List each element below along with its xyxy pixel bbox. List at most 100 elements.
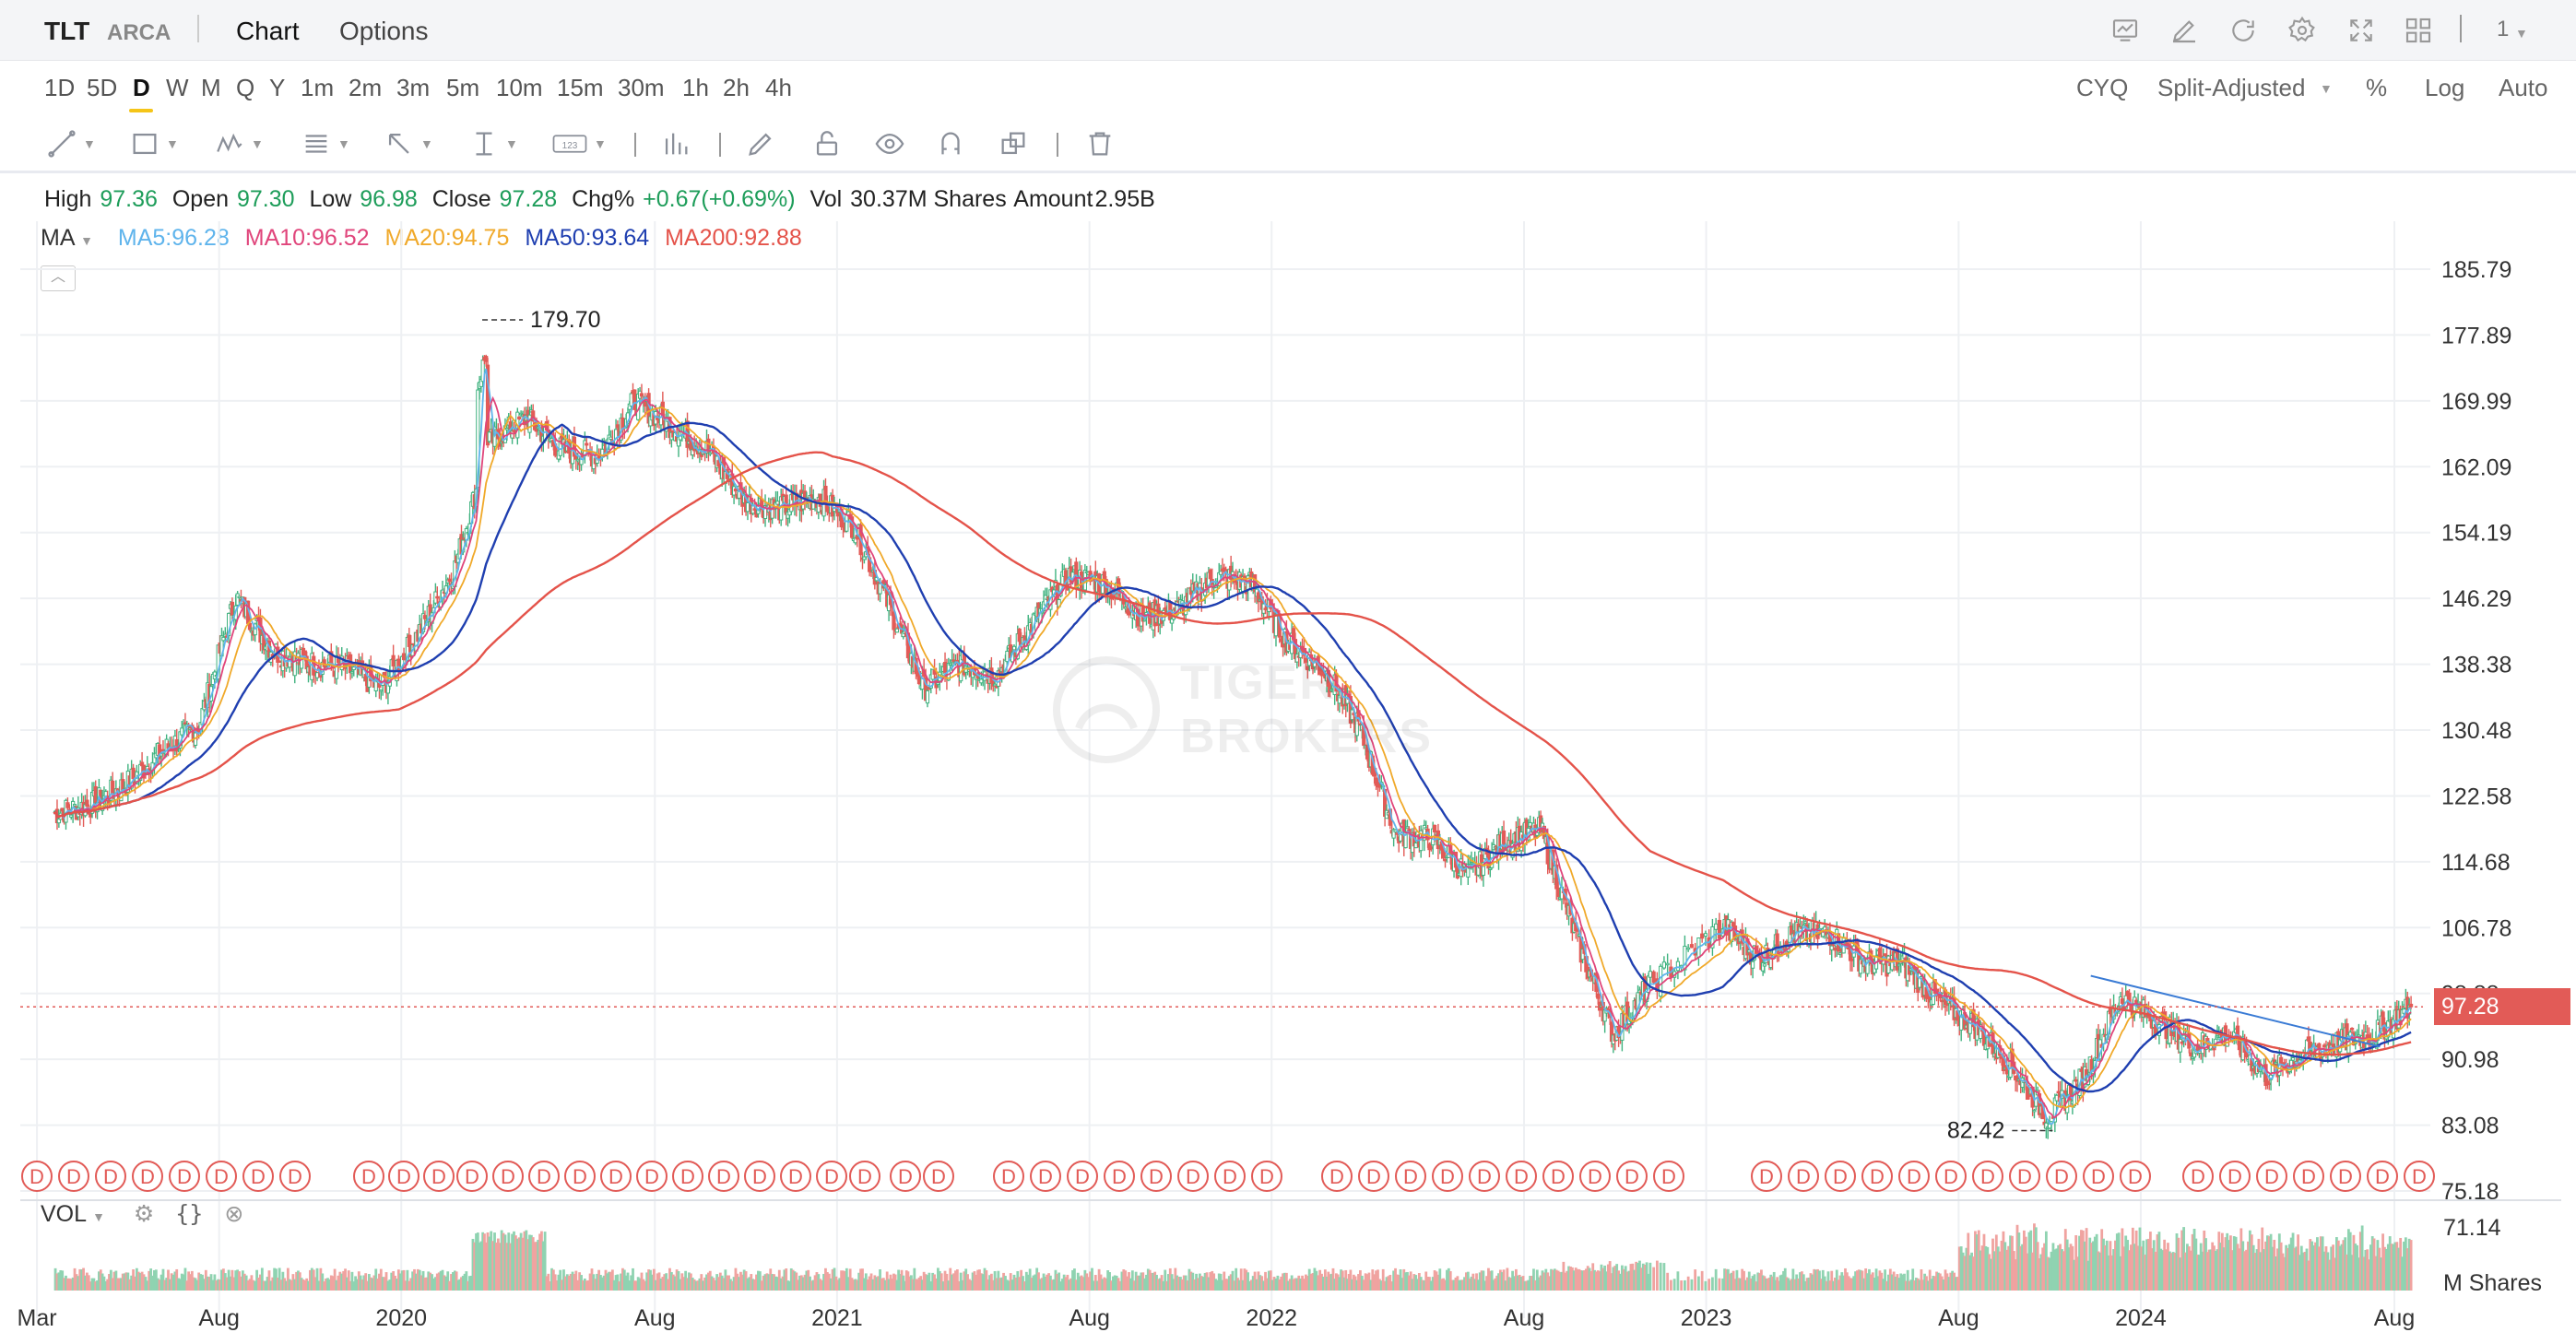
delete-tool[interactable] [1084, 125, 1116, 162]
volume-bar [421, 1270, 425, 1291]
period-1h[interactable]: 1h [682, 74, 709, 101]
volume-bar [562, 1269, 565, 1291]
dividend-marker-label: D [1001, 1165, 1016, 1188]
gear-icon[interactable]: ⚙ [133, 1201, 155, 1227]
period-3m[interactable]: 3m [396, 74, 431, 101]
period-1d[interactable]: 1D [44, 74, 76, 101]
volume-bar [975, 1274, 978, 1291]
volume-bar [1606, 1264, 1610, 1291]
x-tick-label: Aug [1938, 1305, 1979, 1331]
trendline-tool[interactable]: ▼ [46, 125, 96, 162]
volume-bar [2199, 1243, 2203, 1291]
period-2h[interactable]: 2h [723, 74, 750, 101]
volume-bar [988, 1275, 991, 1291]
period-q[interactable]: Q [236, 74, 255, 101]
clone-tool[interactable] [998, 125, 1029, 162]
visibility-tool[interactable] [874, 125, 905, 162]
tab-chart[interactable]: Chart [236, 17, 300, 45]
period-2m[interactable]: 2m [349, 74, 383, 101]
period-m[interactable]: M [201, 74, 221, 101]
chevron-down-icon[interactable]: ▼ [2320, 81, 2333, 96]
volume-bar [898, 1274, 902, 1291]
volume-bar [266, 1277, 269, 1291]
code-icon[interactable]: {} [175, 1200, 204, 1227]
period-y[interactable]: Y [269, 74, 286, 101]
period-15m[interactable]: 15m [557, 74, 604, 101]
price-chart[interactable]: 185.79177.89169.99162.09154.19146.29138.… [0, 175, 2576, 1344]
volume-bar [1050, 1279, 1054, 1291]
volume-bar [2403, 1241, 2405, 1291]
volume-bar [1290, 1275, 1294, 1291]
volume-bar [1272, 1277, 1276, 1291]
pen-tool[interactable] [745, 125, 776, 162]
volume-bar [1468, 1278, 1471, 1291]
indicator-tool[interactable] [660, 125, 691, 162]
chevron-down-icon[interactable]: ▼ [80, 233, 93, 248]
tab-options[interactable]: Options [339, 17, 429, 45]
volume-bar [2241, 1241, 2245, 1291]
volume-bar [1297, 1275, 1301, 1291]
period-5d[interactable]: 5D [87, 74, 118, 101]
volume-bar [1785, 1277, 1789, 1291]
volume-bar [148, 1270, 151, 1291]
volume-bar [2326, 1252, 2330, 1291]
close-icon[interactable]: ⊗ [224, 1201, 244, 1227]
cyq-toggle[interactable]: CYQ [2076, 74, 2129, 101]
volume-bar [312, 1269, 315, 1291]
volume-bar [811, 1279, 815, 1291]
adjust-select[interactable]: Split-Adjusted [2157, 74, 2306, 101]
magnet-tool[interactable] [935, 125, 966, 162]
volume-bar [844, 1270, 846, 1291]
volume-bar [952, 1273, 955, 1291]
text-tool[interactable]: 123 ▼ [551, 125, 607, 162]
layout-count[interactable]: 1 [2497, 17, 2510, 41]
chevron-down-icon[interactable]: ▼ [2515, 26, 2528, 41]
volume-bar [654, 1279, 657, 1291]
arrow-tool[interactable]: ▼ [384, 125, 433, 162]
fullscreen-icon[interactable] [2344, 13, 2379, 48]
lock-tool[interactable] [811, 125, 843, 162]
period-1m[interactable]: 1m [301, 74, 335, 101]
refresh-icon[interactable] [2226, 13, 2261, 48]
volume-bar [1627, 1270, 1631, 1291]
period-30m[interactable]: 30m [618, 74, 665, 101]
period-5m[interactable]: 5m [446, 74, 480, 101]
volume-bar [559, 1269, 562, 1291]
draw-icon[interactable] [2167, 13, 2202, 48]
auto-toggle[interactable]: Auto [2499, 74, 2548, 101]
period-w[interactable]: W [166, 74, 189, 101]
indicator-icon[interactable] [2108, 13, 2143, 48]
volume-bar [742, 1269, 746, 1291]
volume-bar [2065, 1239, 2069, 1291]
chevron-down-icon[interactable]: ▼ [92, 1209, 105, 1224]
collapse-button[interactable]: ︿ [41, 265, 76, 291]
volume-bar [1835, 1269, 1838, 1291]
volume-bar [286, 1267, 290, 1291]
pattern-tool[interactable]: ▼ [214, 125, 264, 162]
fib-tool[interactable]: ▼ [301, 125, 350, 162]
layout-icon[interactable] [2401, 13, 2436, 48]
volume-bar [100, 1273, 104, 1291]
volume-bar [1539, 1275, 1542, 1291]
volume-bar [2184, 1252, 2187, 1291]
rectangle-tool[interactable]: ▼ [129, 125, 179, 162]
volume-bar [1930, 1279, 1933, 1291]
log-toggle[interactable]: Log [2425, 74, 2465, 101]
vol-indicator-label[interactable]: VOL [41, 1201, 87, 1227]
settings-icon[interactable] [2285, 13, 2320, 48]
volume-bar [2095, 1233, 2098, 1291]
dividend-marker-label: D [1833, 1165, 1848, 1188]
measure-tool[interactable]: ▼ [468, 125, 518, 162]
volume-bar [1466, 1271, 1470, 1291]
symbol-label[interactable]: TLT [44, 17, 90, 45]
volume-bar [997, 1270, 1000, 1291]
period-10m[interactable]: 10m [496, 74, 543, 101]
volume-bar [1639, 1267, 1643, 1291]
ma-label[interactable]: MA [41, 225, 75, 251]
period-4h[interactable]: 4h [765, 74, 792, 101]
volume-bar [132, 1269, 135, 1291]
period-d[interactable]: D [133, 74, 150, 101]
percent-toggle[interactable]: % [2366, 74, 2388, 101]
volume-bar [220, 1269, 223, 1291]
volume-bar [1126, 1276, 1129, 1291]
